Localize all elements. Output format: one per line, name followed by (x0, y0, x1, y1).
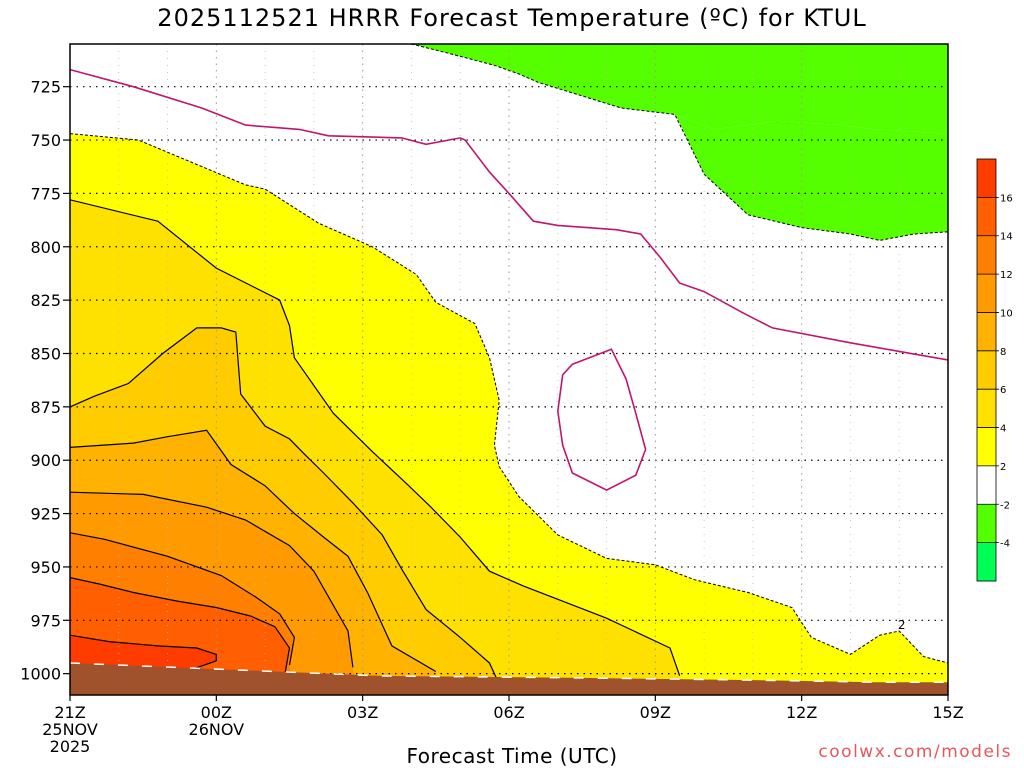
y-tick-label-11: 1000 (20, 665, 61, 684)
colorbar-label-8: -2 (1000, 500, 1010, 511)
x-tick-sublabel-0-0: 25NOV (42, 720, 98, 739)
y-tick-label-3: 800 (30, 238, 61, 257)
x-tick-label-3: 06Z (493, 703, 524, 722)
colorbar-swatch-9 (977, 504, 996, 544)
ground-band (70, 662, 948, 695)
contour-line-5 (70, 577, 291, 676)
x-tick-label-6: 15Z (932, 703, 963, 722)
colorbar-label-5: 6 (1000, 385, 1006, 396)
colorbar-swatch-5 (977, 350, 996, 390)
x-axis-label: Forecast Time (UTC) (406, 744, 618, 768)
contour-line-4 (70, 532, 296, 666)
fill-region-1 (674, 114, 948, 241)
y-tick-label-7: 900 (30, 451, 61, 470)
colorbar-swatch-2 (977, 235, 996, 275)
contour-line-6 (70, 634, 217, 670)
colorbar-swatch-0 (977, 159, 996, 198)
contour-line-2 (70, 429, 437, 673)
contour-lines (70, 44, 948, 685)
colorbar-label-0: 16 (1000, 193, 1013, 204)
credit-link[interactable]: coolwx.com/models (818, 742, 1012, 762)
colorbar-label-6: 4 (1000, 424, 1006, 435)
colorbar-label-1: 14 (1000, 232, 1013, 243)
contour-annotation-label: 2 (898, 618, 906, 632)
y-tick-label-9: 950 (30, 558, 61, 577)
y-tick-label-5: 850 (30, 344, 61, 363)
colorbar-label-9: -4 (1000, 539, 1010, 550)
colorbar-swatch-4 (977, 312, 996, 352)
x-tick-label-0: 21Z (54, 703, 85, 722)
y-tick-label-1: 750 (30, 131, 61, 150)
colorbar-label-2: 12 (1000, 270, 1013, 281)
y-tick-label-0: 725 (30, 78, 61, 97)
colorbar-label-4: 8 (1000, 347, 1006, 358)
contour-line-3 (70, 491, 354, 668)
colorbar-swatch-6 (977, 389, 996, 429)
y-tick-label-6: 875 (30, 398, 61, 417)
x-tick-label-2: 03Z (347, 703, 378, 722)
chart-title: 2025112521 HRRR Forecast Temperature (ºC… (157, 4, 867, 32)
freezing-contour-0 (70, 68, 948, 361)
x-tick-sublabel-1-0: 26NOV (189, 720, 245, 739)
y-tick-label-4: 825 (30, 291, 61, 310)
y-tick-label-2: 775 (30, 184, 61, 203)
colorbar-swatch-7 (977, 427, 996, 467)
contour-annotations: 2 (898, 618, 906, 632)
colorbar: 16 14 12 10 8 6 4 2 -2 -4 (976, 158, 1013, 582)
fill-region-0 (411, 44, 948, 134)
colorbar-swatch-10 (977, 542, 996, 582)
colorbar-label-7: 2 (1000, 462, 1006, 473)
x-tick-label-4: 09Z (640, 703, 671, 722)
colorbar-swatch-1 (977, 197, 996, 237)
x-tick-label-5: 12Z (786, 703, 817, 722)
x-tick-sublabel-0-1: 2025 (50, 737, 91, 756)
y-tick-label-10: 975 (30, 611, 61, 630)
y-tick-label-8: 925 (30, 505, 61, 524)
freezing-contour-1 (556, 348, 647, 491)
colorbar-swatch-8 (977, 465, 996, 505)
y-axis-ticks: 725 750 775 800 825 850 875 900 925 950 975 1000 (20, 78, 70, 684)
contour-line-1 (70, 327, 500, 685)
ground-edge (70, 662, 948, 683)
colorbar-label-3: 10 (1000, 308, 1013, 319)
ground-fill (70, 663, 948, 695)
colorbar-swatch-3 (977, 274, 996, 313)
x-tick-label-1: 00Z (201, 703, 232, 722)
colorbar-frame (976, 158, 997, 582)
contour-line-0 (70, 199, 681, 676)
